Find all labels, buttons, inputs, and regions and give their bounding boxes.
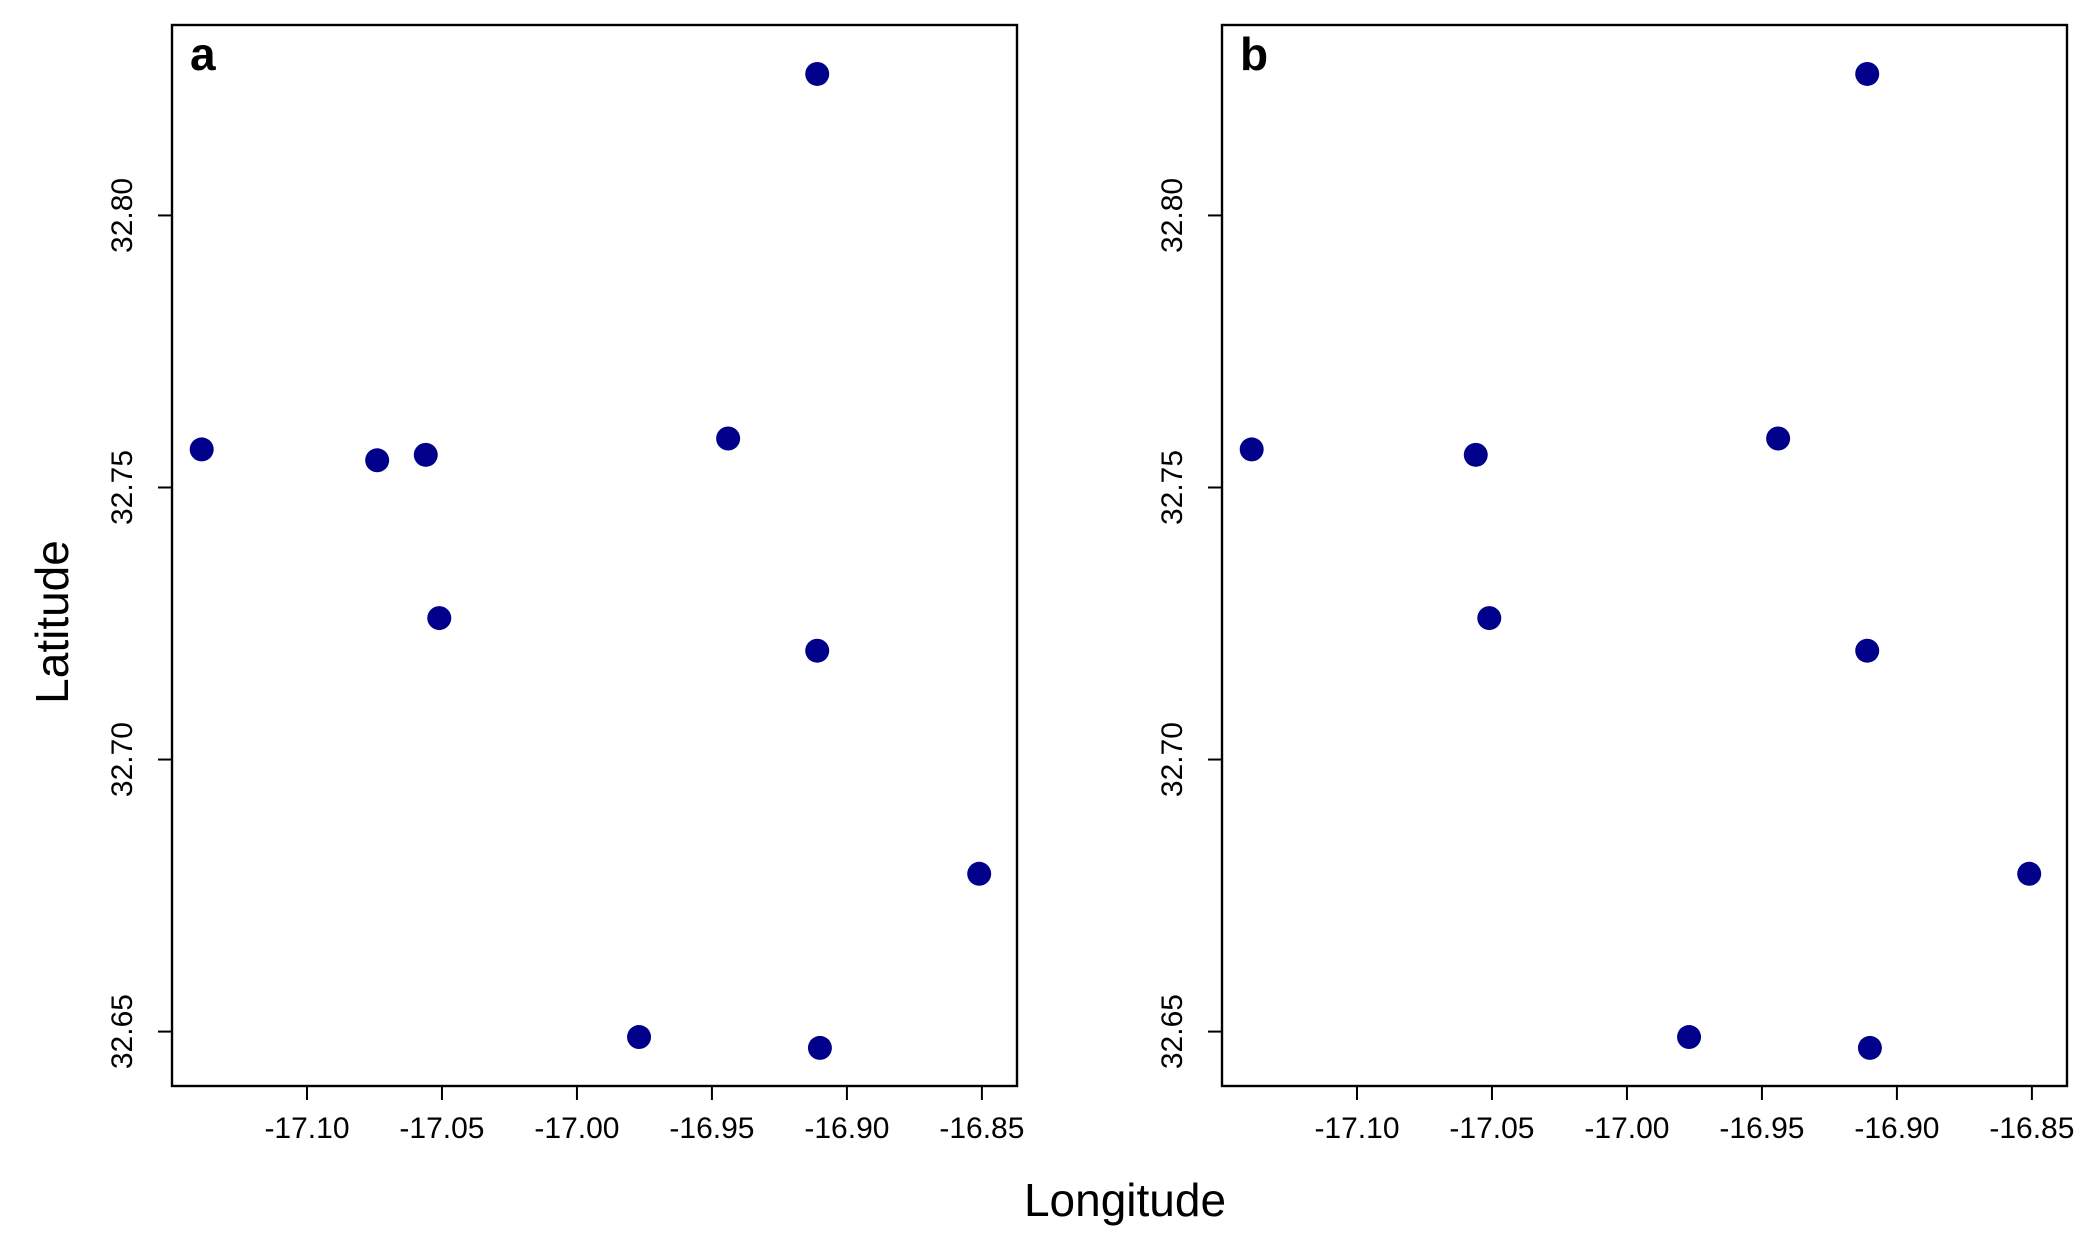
panel-b-x-tick-label: -16.90 [1854,1112,1939,1145]
panel-b-y-tick-label: 32.75 [1156,450,1189,525]
scatter-panel-a: a -17.10 -17.05 -17.00 -16.95 -16.90 -16.85 32.… [106,23,1024,1145]
panel-b-y-tick-label: 32.70 [1156,722,1189,797]
panel-a-data-point [627,1025,652,1050]
panel-a-x-tick-label: -16.85 [939,1112,1024,1145]
panel-a-data-point [805,638,830,663]
panel-b-data-point [1239,437,1264,462]
x-axis-title: Longitude [1024,1174,1226,1226]
panel-b-x-tick-label: -17.05 [1449,1112,1534,1145]
panel-a-x-tick-label: -17.10 [264,1112,349,1145]
panel-b-x-tick-label: -16.95 [1719,1112,1804,1145]
scatter-panel-b: b -17.10 -17.05 -17.00 -16.95 -16.90 -16.85 32.… [1156,23,2074,1145]
panel-a-data-point [413,442,438,467]
panel-b-data-point [1766,426,1791,451]
panel-b-y-tick-label: 32.65 [1156,994,1189,1069]
panel-b-data-point [1855,638,1880,663]
panel-a-y-tick-label: 32.70 [106,722,139,797]
panel-b-y-tick-label: 32.80 [1156,178,1189,253]
panel-b-label: b [1240,28,1268,80]
panel-b-plot-frame [1220,23,2069,1088]
panel-b-data-point [1857,1035,1882,1060]
panel-a-data-point [716,426,741,451]
y-axis-title: Latitude [26,540,78,704]
panel-a-data-point [427,606,452,631]
panel-b-x-tick-label: -17.10 [1314,1112,1399,1145]
panel-a-x-tick-label: -17.05 [399,1112,484,1145]
panel-a-y-tick-label: 32.80 [106,178,139,253]
panel-a-x-tick-label: -16.90 [804,1112,889,1145]
panel-a-y-tick-label: 32.75 [106,450,139,525]
panel-b-data-point [1855,61,1880,86]
panel-b-data-point [1677,1025,1702,1050]
panel-a-data-point [805,61,830,86]
panel-a-plot-frame [170,23,1019,1088]
panel-b-x-tick-label: -16.85 [1989,1112,2074,1145]
panel-b-x-tick-label: -17.00 [1584,1112,1669,1145]
panel-a-data-point [807,1035,832,1060]
panel-b-data-point [1463,442,1488,467]
panel-a-data-point [967,861,992,886]
panel-a-data-point [189,437,214,462]
panel-a-data-point [365,448,390,473]
panel-a-label: a [190,28,216,80]
panel-a-x-tick-label: -17.00 [534,1112,619,1145]
panel-b-data-point [2017,861,2042,886]
panel-a-y-tick-label: 32.65 [106,994,139,1069]
panel-a-x-tick-label: -16.95 [669,1112,754,1145]
panel-b-data-point [1477,606,1502,631]
